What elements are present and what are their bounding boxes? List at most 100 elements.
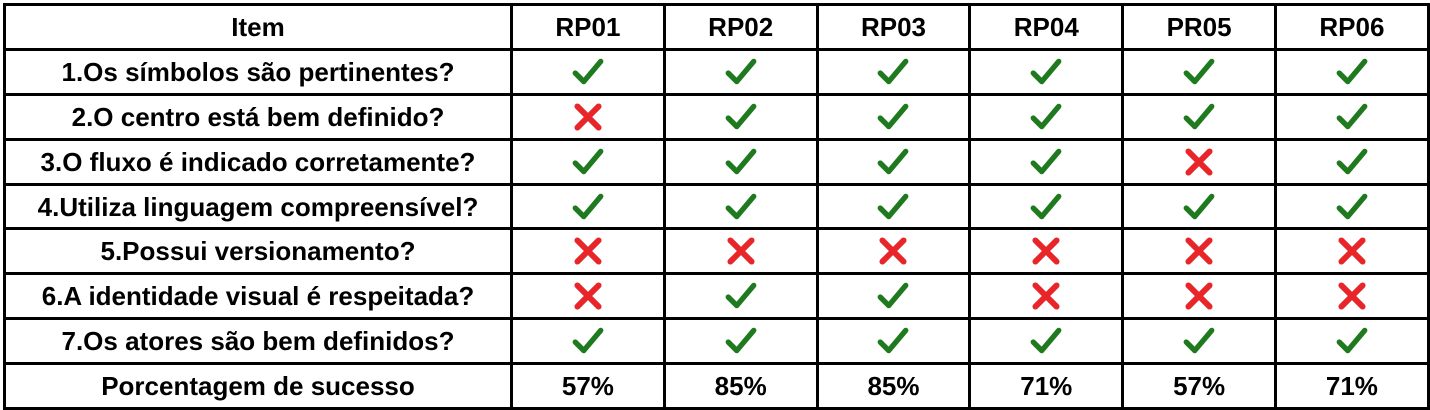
result-cell: [815, 272, 972, 321]
check-icon: [876, 190, 910, 224]
criterion-label: 2.O centro está bem definido?: [3, 92, 513, 141]
success-rate-rp02: 85%: [662, 362, 819, 410]
check-icon: [1029, 190, 1063, 224]
result-cell: [1273, 317, 1430, 366]
check-icon: [1182, 100, 1216, 134]
table-row: 3.O fluxo é indicado corretamente?: [3, 137, 1430, 186]
check-icon: [724, 279, 758, 313]
success-rate-rp01: 57%: [510, 362, 666, 410]
result-cell: [1273, 92, 1430, 141]
check-icon: [724, 55, 758, 89]
header-rp04: RP04: [968, 3, 1125, 51]
cross-icon: [571, 100, 605, 134]
result-cell: [1121, 182, 1277, 231]
table-row: 2.O centro está bem definido?: [3, 92, 1430, 141]
cross-icon: [724, 234, 758, 268]
check-icon: [571, 55, 605, 89]
table-body: 1.Os símbolos são pertinentes? 2.O centro…: [3, 47, 1430, 366]
result-cell: [1273, 182, 1430, 231]
cross-icon: [571, 234, 605, 268]
result-cell: [1121, 227, 1277, 276]
cross-icon: [876, 234, 910, 268]
result-cell: [1273, 137, 1430, 186]
check-icon: [724, 100, 758, 134]
result-cell: [662, 227, 819, 276]
check-icon: [724, 190, 758, 224]
cross-icon: [1182, 279, 1216, 313]
result-cell: [510, 317, 666, 366]
result-cell: [510, 92, 666, 141]
check-icon: [724, 145, 758, 179]
header-rp01: RP01: [510, 3, 666, 51]
result-cell: [968, 137, 1125, 186]
result-cell: [662, 47, 819, 96]
result-cell: [1121, 317, 1277, 366]
success-rate-rp06: 71%: [1273, 362, 1430, 410]
check-icon: [1182, 324, 1216, 358]
table-row: 7.Os atores são bem definidos?: [3, 317, 1430, 366]
check-icon: [571, 190, 605, 224]
cross-icon: [1335, 234, 1369, 268]
criterion-label: 1.Os símbolos são pertinentes?: [3, 47, 513, 96]
cross-icon: [1029, 279, 1063, 313]
result-cell: [815, 317, 972, 366]
footer-row: Porcentagem de sucesso 57% 85% 85% 71% 5…: [3, 362, 1430, 410]
check-icon: [876, 100, 910, 134]
table-row: 5.Possui versionamento?: [3, 227, 1430, 276]
check-icon: [1335, 324, 1369, 358]
check-icon: [1182, 190, 1216, 224]
check-icon: [571, 324, 605, 358]
cross-icon: [1029, 234, 1063, 268]
cross-icon: [1182, 234, 1216, 268]
result-cell: [968, 47, 1125, 96]
footer-label: Porcentagem de sucesso: [3, 362, 513, 410]
result-cell: [510, 47, 666, 96]
criterion-label: 7.Os atores são bem definidos?: [3, 317, 513, 366]
result-cell: [1121, 47, 1277, 96]
check-icon: [1029, 324, 1063, 358]
check-icon: [1029, 145, 1063, 179]
check-icon: [876, 324, 910, 358]
check-icon: [1029, 55, 1063, 89]
check-icon: [1335, 55, 1369, 89]
check-icon: [876, 279, 910, 313]
result-cell: [815, 182, 972, 231]
cross-icon: [1335, 279, 1369, 313]
success-rate-pr05: 57%: [1121, 362, 1277, 410]
check-icon: [1335, 145, 1369, 179]
table-row: 4.Utiliza linguagem compreensível?: [3, 182, 1430, 231]
result-cell: [662, 137, 819, 186]
result-cell: [968, 272, 1125, 321]
check-icon: [876, 55, 910, 89]
result-cell: [815, 137, 972, 186]
result-cell: [968, 317, 1125, 366]
header-item: Item: [3, 3, 513, 51]
result-cell: [510, 227, 666, 276]
result-cell: [815, 47, 972, 96]
result-cell: [510, 182, 666, 231]
check-icon: [724, 324, 758, 358]
criterion-label: 3.O fluxo é indicado corretamente?: [3, 137, 513, 186]
check-icon: [1335, 190, 1369, 224]
check-icon: [1182, 55, 1216, 89]
check-icon: [571, 145, 605, 179]
result-cell: [1121, 92, 1277, 141]
result-cell: [1273, 272, 1430, 321]
result-cell: [1121, 272, 1277, 321]
header-rp03: RP03: [815, 3, 972, 51]
header-pr05: PR05: [1121, 3, 1277, 51]
result-cell: [968, 182, 1125, 231]
result-cell: [662, 92, 819, 141]
result-cell: [968, 92, 1125, 141]
check-icon: [876, 145, 910, 179]
result-cell: [1273, 227, 1430, 276]
result-cell: [510, 137, 666, 186]
criterion-label: 6.A identidade visual é respeitada?: [3, 272, 513, 321]
result-cell: [1121, 137, 1277, 186]
result-cell: [662, 182, 819, 231]
criterion-label: 5.Possui versionamento?: [3, 227, 513, 276]
cross-icon: [571, 279, 605, 313]
result-cell: [1273, 47, 1430, 96]
header-rp02: RP02: [662, 3, 819, 51]
result-cell: [815, 227, 972, 276]
